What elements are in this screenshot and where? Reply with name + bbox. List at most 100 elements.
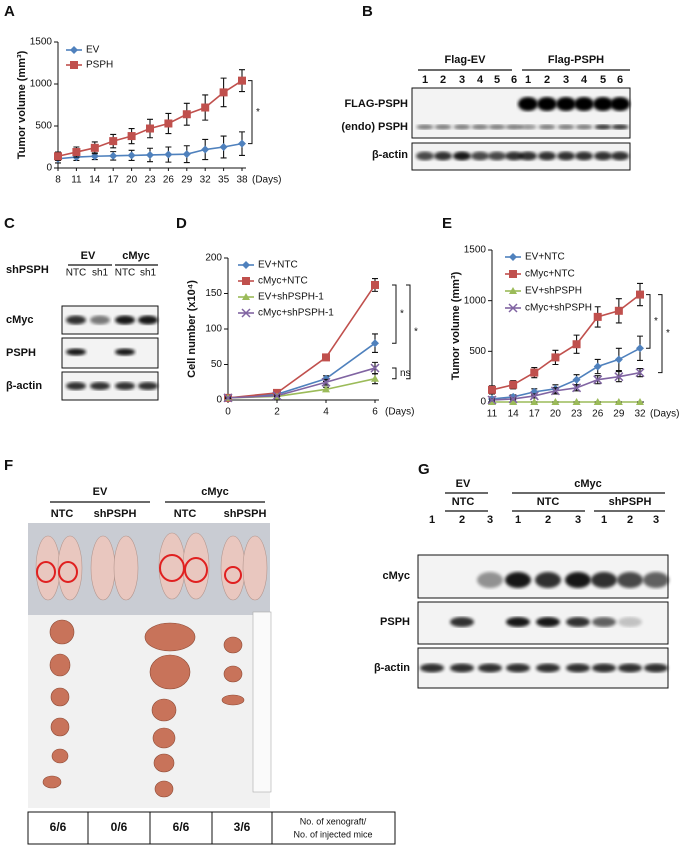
marker <box>72 148 81 157</box>
legend-label: EV <box>86 45 100 56</box>
band <box>505 572 531 588</box>
lane-label: shPSPH <box>94 508 137 520</box>
band <box>66 382 86 390</box>
y-tick-label: 500 <box>35 121 52 132</box>
band <box>66 348 86 356</box>
y-axis-label: Cell number (x10⁴) <box>186 280 198 378</box>
marker <box>54 152 62 161</box>
y-axis-label: Tumor volume (mm³) <box>16 50 28 159</box>
band <box>478 663 502 673</box>
band <box>565 572 591 588</box>
marker <box>219 143 228 151</box>
legend-label: EV+NTC <box>258 260 298 271</box>
band <box>574 97 594 111</box>
marker <box>614 306 623 315</box>
lane-label: 6 <box>511 74 517 86</box>
row-label: β-actin <box>6 380 42 392</box>
lane-label: sh1 <box>140 268 157 279</box>
x-tick-label: 23 <box>144 175 156 186</box>
marker <box>371 280 379 289</box>
marker <box>509 287 517 294</box>
y-tick-label: 0 <box>46 163 52 174</box>
table-note: No. of injected mice <box>293 829 372 839</box>
band <box>617 572 643 588</box>
y-tick-label: 0 <box>216 395 222 406</box>
subgroup-label: shPSPH <box>609 496 652 508</box>
marker <box>242 293 250 300</box>
marker <box>238 139 246 148</box>
band <box>505 124 523 130</box>
subgroup-label: NTC <box>452 496 475 508</box>
x-tick-label: 6 <box>372 407 378 418</box>
lane-label: 3 <box>653 514 659 526</box>
marker <box>127 132 136 141</box>
legend-label: cMyc+NTC <box>258 276 308 287</box>
band <box>416 151 434 161</box>
marker <box>146 124 154 133</box>
panel-label: C <box>4 215 15 232</box>
band <box>556 97 576 111</box>
band <box>557 151 575 161</box>
mouse <box>158 532 186 600</box>
table-cell: 6/6 <box>50 820 67 834</box>
legend-label: EV+NTC <box>525 252 565 263</box>
band <box>506 663 530 673</box>
y-tick-label: 1500 <box>30 37 53 48</box>
tumor <box>144 622 196 652</box>
marker <box>242 277 250 285</box>
lane-label: 3 <box>575 514 581 526</box>
band <box>566 663 590 673</box>
lane-label: 2 <box>545 514 551 526</box>
y-tick-label: 150 <box>205 288 222 299</box>
annotation: * <box>414 326 418 337</box>
x-tick-label: 11 <box>487 409 498 420</box>
row-label: PSPH <box>380 616 410 628</box>
table-note: No. of xenograft/ <box>300 816 367 826</box>
ruler <box>252 611 272 793</box>
lane-label: 5 <box>494 74 500 86</box>
lane-label: 1 <box>601 514 607 526</box>
marker <box>241 308 251 318</box>
x-tick-label: 32 <box>200 175 212 186</box>
x-tick-label: 0 <box>225 407 231 418</box>
marker <box>70 61 78 69</box>
marker <box>223 393 233 403</box>
mouse <box>90 535 116 601</box>
tumor-circles <box>36 554 242 584</box>
group-label: cMyc <box>574 478 602 490</box>
group-label: Flag-EV <box>445 54 487 66</box>
tumor <box>51 748 69 764</box>
band <box>453 124 471 130</box>
band <box>594 151 612 161</box>
marker <box>182 150 191 159</box>
marker <box>487 395 497 405</box>
marker <box>219 88 228 97</box>
marker <box>636 290 644 299</box>
band <box>90 382 110 390</box>
lane-label: 3 <box>459 74 465 86</box>
band <box>592 617 616 627</box>
panel-label: G <box>418 461 430 478</box>
significance-bracket <box>392 284 397 344</box>
band <box>506 617 530 627</box>
lane-label: 1 <box>525 74 531 86</box>
x-tick-label: 20 <box>550 409 562 420</box>
row-label: (endo) PSPH <box>341 121 408 133</box>
band <box>592 663 616 673</box>
y-tick-label: 200 <box>205 253 222 264</box>
group-label: EV <box>81 250 96 262</box>
panel-label: A <box>4 3 15 20</box>
subgroup-label: NTC <box>537 496 560 508</box>
band <box>618 663 642 673</box>
tumor <box>154 780 174 798</box>
x-tick-label: 14 <box>89 175 101 186</box>
annotation: * <box>654 316 658 327</box>
band <box>90 315 110 325</box>
lane-label: 2 <box>544 74 550 86</box>
marker <box>593 375 603 385</box>
y-tick-label: 0 <box>480 397 486 408</box>
annotation: * <box>666 328 670 339</box>
marker <box>551 353 560 362</box>
y-tick-label: 1000 <box>464 295 487 306</box>
